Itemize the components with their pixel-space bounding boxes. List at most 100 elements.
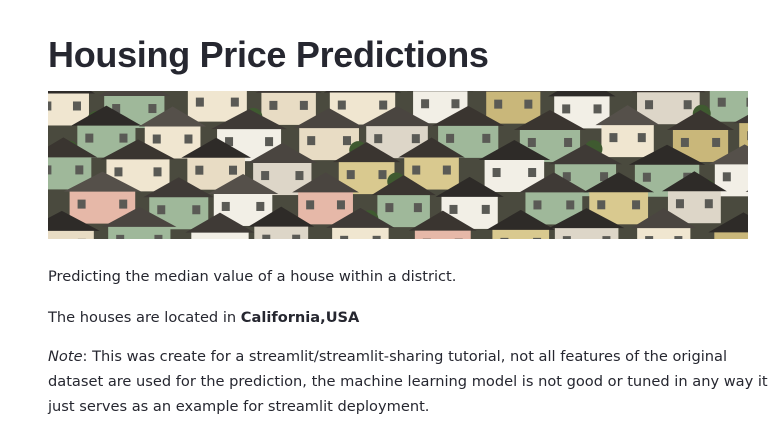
house-roof	[71, 105, 142, 126]
house-window	[564, 137, 573, 147]
house-wall	[48, 228, 94, 239]
house-window	[265, 137, 274, 147]
note-text: Note: This was create for a streamlit/st…	[48, 344, 768, 419]
house-window	[632, 200, 641, 210]
house-roof	[293, 108, 365, 129]
house-window	[411, 134, 420, 144]
house-window	[712, 137, 721, 147]
house-window	[152, 134, 161, 144]
house-roof	[100, 139, 176, 160]
house-window	[717, 97, 726, 107]
house-window	[446, 133, 455, 143]
house-window	[481, 204, 490, 214]
house-roof	[248, 206, 315, 227]
houses-photo	[48, 91, 748, 239]
house-roof	[181, 137, 252, 158]
house-window	[154, 234, 163, 239]
house-window	[597, 200, 606, 210]
house-window	[148, 104, 157, 114]
house-window	[340, 235, 349, 239]
house-window	[192, 205, 201, 215]
house-window	[704, 199, 713, 209]
house-window	[385, 203, 394, 213]
house-window	[114, 167, 123, 177]
house-window	[562, 236, 571, 239]
house-window	[269, 100, 278, 110]
house-window	[492, 168, 501, 178]
house-roof	[480, 91, 547, 92]
house-roof	[371, 175, 436, 196]
house-wall	[714, 230, 748, 239]
house-window	[195, 165, 204, 175]
location-text: The houses are located in California,USA	[48, 305, 768, 330]
house-window	[336, 200, 345, 210]
house-window	[642, 172, 651, 182]
house-roof	[548, 144, 623, 165]
house-window	[256, 201, 265, 211]
house-roof	[519, 172, 589, 193]
house-window	[500, 237, 509, 239]
house-window	[374, 134, 383, 144]
house-window	[528, 168, 537, 178]
house-window	[299, 100, 308, 110]
house-roof	[583, 172, 655, 193]
location-value: California,USA	[240, 309, 360, 326]
house-wall	[601, 123, 654, 158]
house-window	[195, 97, 204, 107]
house-window	[442, 165, 451, 175]
house-window	[524, 99, 533, 109]
house-window	[593, 104, 602, 114]
house-window	[533, 200, 542, 210]
house-window	[221, 201, 230, 211]
house-window	[229, 165, 238, 175]
house-roof	[48, 91, 95, 94]
house-window	[562, 172, 571, 182]
house-roof	[255, 91, 322, 93]
house-roof	[326, 207, 395, 228]
house-roof	[432, 105, 505, 126]
house-window	[153, 167, 162, 177]
house-wall	[332, 225, 389, 239]
house-window	[645, 236, 654, 239]
house-roof	[247, 143, 318, 164]
house-window	[683, 100, 692, 110]
house-window	[451, 99, 460, 109]
house-window	[116, 234, 125, 239]
house-wall	[637, 226, 691, 239]
house-window	[378, 170, 387, 180]
house-window	[306, 200, 315, 210]
house-window	[337, 100, 346, 110]
house-roof	[332, 142, 401, 163]
house-roof	[478, 140, 551, 161]
house-window	[412, 165, 421, 175]
house-roof	[48, 210, 100, 231]
house-window	[225, 137, 234, 147]
house-window	[637, 133, 646, 143]
house-roof	[708, 144, 748, 165]
house-window	[295, 171, 304, 181]
house-window	[609, 133, 618, 143]
intro-text: Predicting the median value of a house w…	[48, 268, 457, 285]
house-window	[602, 236, 611, 239]
house-window	[494, 99, 503, 109]
house-roof	[185, 212, 255, 233]
house-roof	[435, 176, 504, 197]
house-window	[449, 204, 458, 214]
house-roof	[631, 91, 706, 93]
house-roof	[595, 105, 660, 126]
house-window	[307, 136, 316, 146]
house-roof	[733, 114, 748, 124]
house-roof	[207, 173, 279, 194]
house-window	[119, 199, 128, 209]
house-roof	[292, 172, 359, 193]
house-wall	[554, 226, 619, 239]
house-window	[562, 104, 571, 114]
house-window	[48, 165, 52, 175]
house-window	[566, 200, 575, 210]
house-window	[379, 100, 388, 110]
house-roof	[486, 209, 556, 230]
house-window	[346, 170, 355, 180]
house-window	[527, 137, 536, 147]
note-label: Note	[48, 348, 83, 365]
house-window	[112, 104, 121, 114]
